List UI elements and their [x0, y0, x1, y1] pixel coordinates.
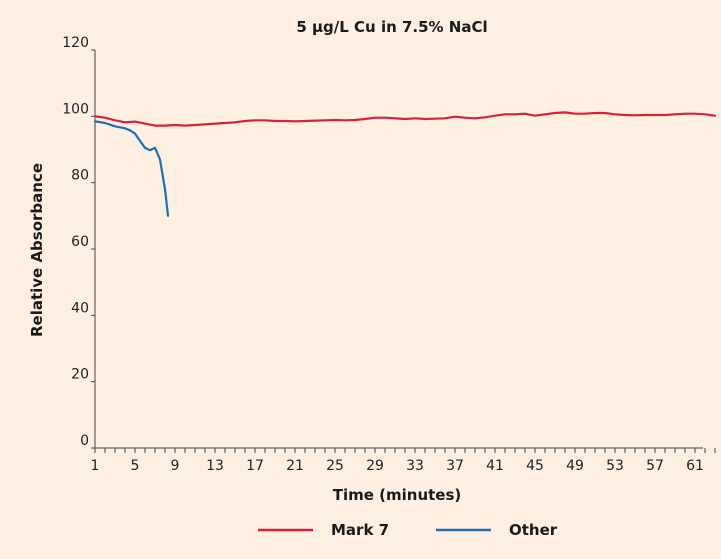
y-axis-label: Relative Absorbance [28, 163, 46, 337]
x-tick-label: 1 [91, 458, 100, 474]
series-line-other [93, 120, 170, 217]
series-line-mark-7 [93, 111, 717, 127]
x-tick-label: 41 [486, 458, 504, 474]
x-tick-label: 37 [446, 458, 464, 474]
legend-label: Mark 7 [331, 521, 389, 539]
chart-title: 5 µg/L Cu in 7.5% NaCl [296, 18, 487, 36]
y-tick-label: 40 [71, 300, 89, 316]
x-tick-label: 45 [526, 458, 544, 474]
x-tick-label: 49 [566, 458, 584, 474]
x-tick-label: 33 [406, 458, 424, 474]
series-layer [93, 111, 717, 217]
x-tick-label: 5 [131, 458, 140, 474]
x-tick-label: 25 [326, 458, 344, 474]
x-tick-label: 17 [246, 458, 264, 474]
legend: Mark 7 Other [258, 521, 558, 539]
x-tick-label: 13 [206, 458, 224, 474]
x-tick-label: 29 [366, 458, 384, 474]
x-tick-label: 57 [646, 458, 664, 474]
x-tick-label: 61 [686, 458, 704, 474]
x-tick-label: 9 [171, 458, 180, 474]
x-axis-label: Time (minutes) [333, 486, 462, 504]
y-tick-label: 0 [80, 433, 89, 449]
y-tick-label: 80 [71, 168, 89, 184]
x-tick-label: 21 [286, 458, 304, 474]
y-tick-label: 120 [62, 35, 89, 51]
y-tick-label: 60 [71, 234, 89, 250]
x-tick-label: 53 [606, 458, 624, 474]
axes: 0 20 40 60 80 100 120 1 5 9 13 17 21 25 29 33 37 41 45 49 53… [62, 35, 716, 474]
y-tick-label: 100 [62, 101, 89, 117]
y-tick-label: 20 [71, 367, 89, 383]
legend-label: Other [509, 521, 558, 539]
